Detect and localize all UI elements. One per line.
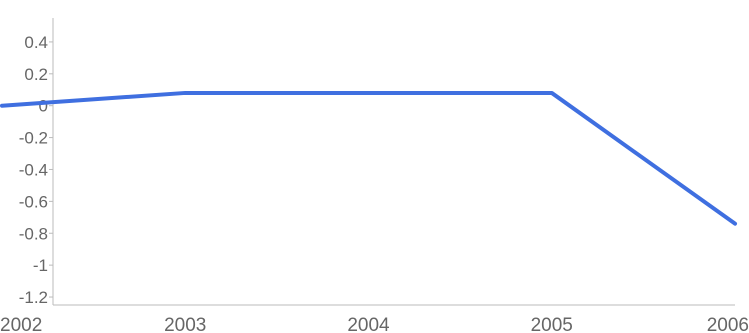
y-tick-label: -1.2 xyxy=(19,288,48,307)
axes xyxy=(52,18,735,306)
y-tick-label: -0.4 xyxy=(19,160,48,179)
series-group xyxy=(0,90,737,226)
y-tick-label: -0.6 xyxy=(19,192,48,211)
y-tick-label: -1 xyxy=(33,256,48,275)
x-tick-label: 2004 xyxy=(347,315,390,333)
y-tick-label: 0.4 xyxy=(24,33,48,52)
y-tick-label: -0.2 xyxy=(19,129,48,148)
y-tick-label: -0.8 xyxy=(19,224,48,243)
y-tick-label: 0 xyxy=(39,97,48,116)
x-tick-label: 2002 xyxy=(0,315,42,333)
y-tick-label: 0.2 xyxy=(24,65,48,84)
x-tick-label: 2006 xyxy=(707,315,749,333)
y-axis-ticks: 0.4 0.2 0 -0.2 -0.4 -0.6 -0.8 -1 -1.2 xyxy=(19,33,53,307)
x-axis-ticks: 2002 2003 2004 2005 2006 xyxy=(0,315,749,333)
x-tick-label: 2003 xyxy=(164,315,206,333)
series-line xyxy=(0,90,737,226)
x-tick-label: 2005 xyxy=(531,315,573,333)
